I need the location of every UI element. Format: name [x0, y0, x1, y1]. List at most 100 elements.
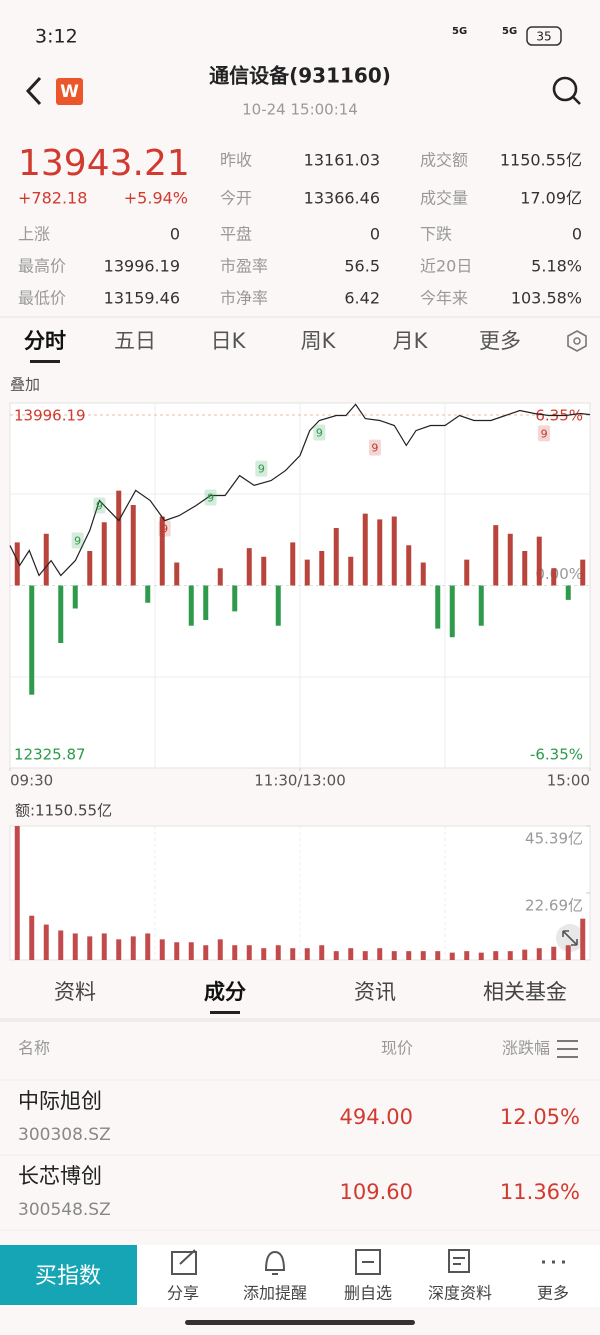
column-menu-icon[interactable] — [557, 1040, 578, 1058]
indicator-bar — [232, 585, 238, 612]
volume-bar — [420, 951, 426, 960]
volume-bar — [406, 951, 412, 960]
battery-level: 35 — [536, 30, 551, 44]
stat-value: 13161.03 — [304, 151, 380, 170]
volume-bar — [391, 951, 397, 960]
indicator-bar — [377, 519, 383, 586]
td-marker-label: 9 — [161, 522, 168, 535]
action-label[interactable]: 添加提醒 — [243, 1284, 307, 1303]
action-label[interactable]: 深度资料 — [428, 1284, 492, 1303]
indicator-bar — [362, 513, 368, 586]
indicator-bar — [551, 568, 557, 586]
volume-bar — [87, 936, 93, 960]
volume-bar — [536, 948, 542, 960]
action-label[interactable]: 更多 — [537, 1284, 569, 1303]
share-icon[interactable] — [171, 1249, 197, 1275]
volume-bar — [580, 918, 586, 960]
indicator-bar — [464, 559, 470, 586]
search-icon[interactable] — [552, 76, 578, 102]
stock-code: 300548.SZ — [18, 1200, 111, 1220]
action-label[interactable]: 删自选 — [344, 1284, 392, 1303]
stat-value: 6.42 — [344, 289, 380, 308]
indicator-bar — [493, 525, 499, 586]
divider — [0, 1018, 600, 1022]
buy-label[interactable]: 买指数 — [35, 1264, 101, 1289]
indicator-bar — [319, 551, 325, 586]
x-tick-label: 15:00 — [547, 772, 590, 790]
chart-tab[interactable]: 五日 — [114, 329, 156, 353]
indicator-bar — [246, 548, 252, 586]
volume-bar — [565, 945, 571, 960]
stat-label: 近20日 — [420, 257, 472, 276]
stat-value: 0 — [370, 225, 380, 244]
sub-tab[interactable]: 成分 — [204, 980, 246, 1004]
indicator-bar — [188, 585, 194, 626]
stat-label: 上涨 — [18, 225, 50, 244]
signal-label: 5G — [452, 26, 467, 37]
stat-label: 最高价 — [18, 257, 66, 276]
indicator-bar — [580, 559, 586, 586]
volume-bar — [362, 951, 368, 960]
td-marker-label: 9 — [258, 463, 265, 476]
sub-tab[interactable]: 相关基金 — [483, 980, 567, 1004]
volume-bar — [435, 951, 441, 960]
volume-bar — [319, 945, 325, 960]
change: +782.18 — [18, 189, 87, 208]
td-marker-label: 9 — [207, 491, 214, 504]
chart-tab[interactable]: 月K — [393, 329, 429, 353]
volume-bar — [377, 948, 383, 960]
td-marker-label: 9 — [541, 427, 548, 440]
stock-name[interactable]: 长芯博创 — [18, 1164, 102, 1188]
x-tick-label: 09:30 — [10, 772, 53, 790]
volume-bar — [217, 939, 223, 960]
td-marker-label: 9 — [316, 427, 323, 440]
td-marker-label: 9 — [371, 442, 378, 455]
indicator-bar — [174, 562, 180, 586]
volume-bar — [14, 826, 20, 960]
chart-tab[interactable]: 日K — [211, 329, 247, 353]
volume-bar — [449, 952, 455, 960]
volume-bar — [232, 945, 238, 960]
indicator-bar — [58, 585, 64, 643]
report-icon[interactable] — [448, 1249, 470, 1273]
back-icon[interactable] — [25, 76, 42, 106]
indicator-bar — [406, 545, 412, 586]
action-label[interactable]: 分享 — [167, 1284, 199, 1303]
chart-tab[interactable]: 更多 — [479, 329, 521, 353]
volume-bar — [116, 939, 122, 960]
sub-tab[interactable]: 资讯 — [354, 980, 396, 1004]
indicator-bar — [72, 585, 78, 609]
bell-icon[interactable] — [264, 1250, 286, 1275]
volume-bar — [348, 948, 354, 960]
indicator-bar — [159, 516, 165, 586]
search-handle — [572, 96, 581, 105]
chart-tab[interactable]: 分时 — [24, 329, 66, 353]
indicator-bar — [536, 536, 542, 586]
settings-icon[interactable] — [567, 330, 587, 352]
remove-icon[interactable] — [355, 1249, 381, 1275]
indicator-bar — [348, 556, 354, 586]
sub-tab[interactable]: 资料 — [54, 980, 96, 1004]
volume-bar — [246, 945, 252, 960]
stat-label: 平盘 — [220, 225, 252, 244]
stat-label: 成交量 — [420, 189, 468, 208]
buy-button[interactable] — [0, 1245, 137, 1305]
indicator-bar — [565, 585, 571, 600]
volume-bar — [464, 951, 470, 960]
volume-bar — [130, 936, 136, 960]
td-marker-label: 9 — [74, 534, 81, 547]
stock-name[interactable]: 中际旭创 — [18, 1089, 102, 1113]
indicator-bar — [435, 585, 441, 629]
stat-value: 13366.46 — [304, 189, 380, 208]
timestamp: 10-24 15:00:14 — [242, 101, 358, 119]
stock-price: 494.00 — [340, 1105, 413, 1129]
chart-tab[interactable]: 周K — [301, 329, 337, 353]
stat-value: 17.09亿 — [520, 189, 582, 208]
td-marker — [368, 439, 381, 456]
indicator-bar — [101, 522, 107, 586]
y2-tick-label: 0.00% — [535, 565, 583, 583]
volume-tick-label: 45.39亿 — [525, 830, 583, 848]
stock-price: 109.60 — [340, 1180, 413, 1204]
stock-change: 11.36% — [500, 1180, 580, 1204]
